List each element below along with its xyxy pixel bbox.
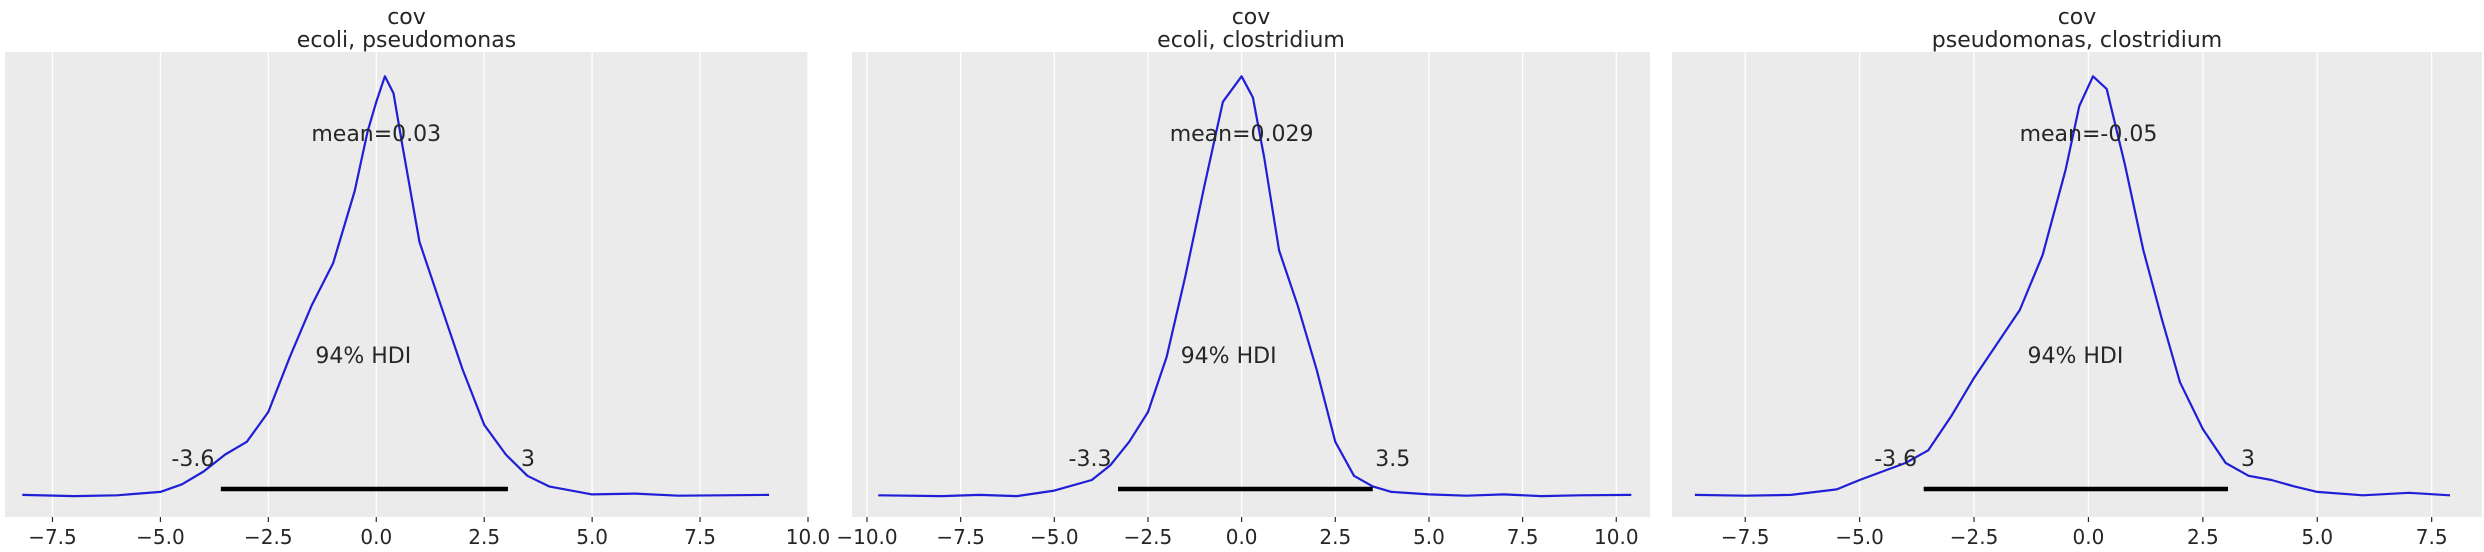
x-tick-label: −7.5: [28, 525, 77, 549]
hdi-low-label: -3.6: [1874, 447, 1917, 472]
mean-label: mean=0.029: [1170, 122, 1314, 147]
x-tick-label: 0.0: [2073, 525, 2105, 549]
x-tick-label: −2.5: [244, 525, 293, 549]
x-tick-label: 5.0: [576, 525, 608, 549]
chart-subtitle: pseudomonas, clostridium: [1932, 28, 2222, 53]
x-tick-label: 0.0: [360, 525, 392, 549]
x-tick-label: 2.5: [1319, 525, 1351, 549]
x-tick-label: 7.5: [684, 525, 716, 549]
x-tick-label: 7.5: [1507, 525, 1539, 549]
x-tick-label: 2.5: [2187, 525, 2219, 549]
x-tick-label: −5.0: [136, 525, 185, 549]
plot-area: [5, 52, 808, 517]
x-tick-label: −5.0: [1835, 525, 1884, 549]
density-curve: [878, 75, 1632, 498]
x-tick-label: 10.0: [1594, 525, 1639, 549]
x-tick-label: 7.5: [2416, 525, 2448, 549]
x-tick-label: −7.5: [1721, 525, 1770, 549]
chart-title: cov: [1232, 5, 1271, 30]
chart-title: cov: [387, 5, 426, 30]
chart-panel-1: cov ecoli, pseudomonas −7.5 −5.0 −2.5 0.0 2.5 5…: [0, 0, 830, 552]
hdi-label: 94% HDI: [315, 344, 411, 369]
x-tick-label: −2.5: [1950, 525, 1999, 549]
x-tick-label: 10.0: [786, 525, 831, 549]
chart-subtitle: ecoli, pseudomonas: [297, 28, 516, 53]
mean-label: mean=-0.05: [2020, 122, 2158, 147]
hdi-label: 94% HDI: [2028, 344, 2124, 369]
density-curve: [22, 75, 770, 498]
x-tick-label: 0.0: [1226, 525, 1258, 549]
x-tick-label: −2.5: [1124, 525, 1173, 549]
density-curve: [1694, 75, 2451, 497]
x-tick-label: 2.5: [468, 525, 500, 549]
chart-panel-3: cov pseudomonas, clostridium −7.5 −5.0 −2.5 0…: [1670, 0, 2484, 552]
hdi-low-label: -3.6: [171, 447, 214, 472]
chart-subtitle: ecoli, clostridium: [1157, 28, 1345, 53]
chart-title: cov: [2058, 5, 2097, 30]
mean-label: mean=0.03: [311, 122, 441, 147]
hdi-label: 94% HDI: [1181, 344, 1277, 369]
chart-panel-2: cov ecoli, clostridium −10.0 −7.5 −5.0 −2.5 0.…: [836, 0, 1658, 552]
plot-area: [852, 52, 1650, 517]
hdi-high-label: 3: [521, 447, 535, 472]
x-tick-label: 5.0: [2301, 525, 2333, 549]
x-tick-label: −10.0: [836, 525, 897, 549]
x-tick-label: 5.0: [1413, 525, 1445, 549]
hdi-high-label: 3.5: [1375, 447, 1410, 472]
plot-area: [1672, 52, 2482, 517]
x-tick-label: −5.0: [1030, 525, 1079, 549]
hdi-high-label: 3: [2241, 447, 2255, 472]
x-tick-label: −7.5: [936, 525, 985, 549]
hdi-low-label: -3.3: [1069, 447, 1112, 472]
